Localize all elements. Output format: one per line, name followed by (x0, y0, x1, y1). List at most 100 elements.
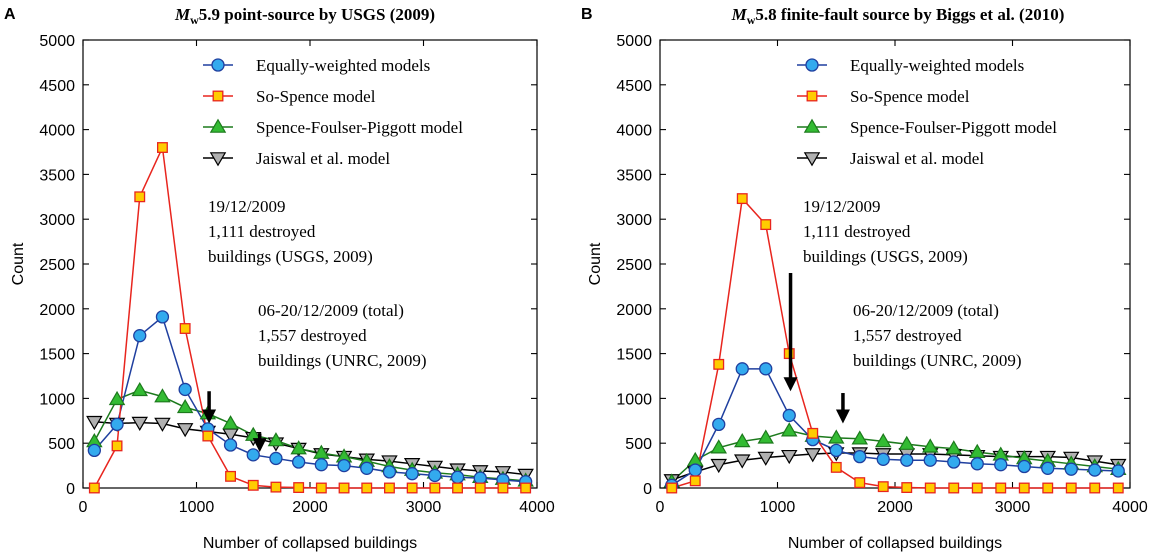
annotation-text: buildings (UNRC, 2009) (853, 351, 1022, 370)
data-point-square (202, 430, 214, 442)
y-tick-label: 3500 (616, 167, 652, 184)
data-point-circle (337, 458, 351, 473)
data-point-circle (735, 362, 749, 376)
data-point-circle (712, 417, 726, 432)
data-point-circle (853, 449, 867, 464)
x-tick-label: 3000 (995, 499, 1031, 516)
data-point-square (293, 482, 305, 494)
y-tick-label: 4500 (616, 78, 652, 95)
y-axis-label: Count (10, 242, 27, 285)
data-point-triangle-up (757, 429, 774, 444)
data-point-square (760, 219, 772, 231)
x-tick-label: 0 (656, 499, 665, 516)
y-tick-label: 2500 (39, 257, 75, 274)
annotation-text: 06-20/12/2009 (total) (258, 301, 404, 320)
y-tick-label: 5000 (39, 33, 75, 50)
title-subscript: w (190, 13, 199, 27)
data-point-square (156, 142, 168, 153)
data-point-circle (155, 310, 170, 324)
data-point-square (452, 482, 464, 494)
data-point-triangle-up (898, 435, 915, 450)
legend-marker-square (212, 90, 224, 102)
legend-marker-triangle-up (209, 118, 227, 133)
data-point-triangle-down (804, 448, 821, 463)
data-point-circle (405, 467, 419, 481)
data-point-circle (947, 455, 961, 469)
chart-title: Mw5.8 finite-fault source by Biggs et al… (731, 5, 1065, 27)
data-point-circle (246, 448, 260, 462)
legend-label: Jaiswal et al. model (850, 149, 984, 168)
data-point-circle (428, 468, 442, 483)
data-point-square (689, 475, 701, 487)
y-tick-label: 5000 (616, 33, 652, 50)
data-point-square (713, 358, 725, 370)
chart-panel-a: A Mw5.9 point-source by USGS (2009) 0 500 10… (4, 5, 555, 552)
x-tick-label: 1000 (760, 499, 796, 516)
data-point-triangle-down (131, 416, 148, 431)
data-point-square (736, 193, 748, 205)
y-tick-label: 3000 (616, 212, 652, 229)
data-point-square (807, 427, 819, 439)
y-tick-label: 0 (66, 481, 75, 498)
x-tick-label: 2000 (877, 499, 913, 516)
legend-label: So-Spence model (256, 87, 376, 106)
legend-label: Spence-Foulser-Piggott model (850, 118, 1057, 137)
legend-label: Equally-weighted models (850, 56, 1024, 75)
annotation-text: 06-20/12/2009 (total) (853, 301, 999, 320)
data-point-square (270, 481, 282, 493)
data-point-triangle-up (945, 440, 962, 455)
y-tick-label: 2000 (39, 302, 75, 319)
data-point-square (406, 482, 418, 494)
data-point-triangle-up (267, 432, 285, 447)
y-tick-label: 4000 (39, 123, 75, 140)
legend-marker-circle (805, 58, 819, 72)
data-point-triangle-down (781, 449, 798, 465)
data-point-circle (291, 455, 306, 469)
data-point-square (474, 482, 486, 494)
y-tick-label: 0 (643, 481, 652, 498)
legend-marker-triangle-down (209, 152, 227, 167)
y-tick-label: 1000 (39, 391, 75, 408)
annotation-text: buildings (USGS, 2009) (208, 247, 373, 266)
data-point-triangle-up (176, 398, 194, 414)
data-point-circle (314, 458, 329, 472)
x-tick-label: 0 (79, 499, 88, 516)
data-point-triangle-up (222, 415, 239, 430)
x-tick-label: 4000 (519, 499, 555, 516)
x-axis-label: Number of collapsed buildings (203, 535, 417, 552)
data-point-square (1042, 482, 1054, 494)
panel-letter: A (4, 6, 16, 23)
x-tick-label: 2000 (292, 499, 328, 516)
data-point-triangle-up (108, 390, 126, 406)
data-point-square (877, 481, 889, 493)
data-point-triangle-down (86, 415, 103, 431)
annotation-text: 1,111 destroyed (208, 222, 316, 241)
annotation-text: buildings (USGS, 2009) (803, 247, 968, 266)
data-point-circle (223, 438, 238, 452)
x-tick-label: 4000 (1112, 499, 1148, 516)
data-point-square (971, 482, 983, 494)
data-point-square (338, 482, 350, 494)
data-point-circle (759, 362, 773, 376)
data-point-circle (1111, 464, 1125, 478)
annotation-text: 1,557 destroyed (258, 326, 367, 345)
data-point-triangle-up (922, 438, 939, 453)
y-tick-label: 1500 (39, 347, 75, 364)
data-point-triangle-up (781, 422, 798, 437)
chart-panel-b: B Mw5.8 finite-fault source by Biggs et a… (581, 5, 1148, 552)
data-point-square (1065, 482, 1077, 494)
legend-marker-triangle-up (803, 118, 821, 133)
title-magnitude: M (174, 5, 191, 24)
data-point-circle (900, 453, 914, 467)
annotation-text: 1,111 destroyed (803, 222, 911, 241)
legend-marker-triangle-down (803, 152, 821, 167)
annotation-text: 19/12/2009 (208, 197, 285, 216)
annotation-text: 19/12/2009 (803, 197, 880, 216)
annotation-arrow-head (252, 438, 267, 453)
annotation-text: buildings (UNRC, 2009) (258, 351, 427, 370)
data-point-square (134, 191, 146, 203)
y-tick-label: 2000 (616, 302, 652, 319)
y-tick-label: 4000 (616, 123, 652, 140)
y-tick-label: 4500 (39, 78, 75, 95)
data-point-square (383, 482, 395, 494)
